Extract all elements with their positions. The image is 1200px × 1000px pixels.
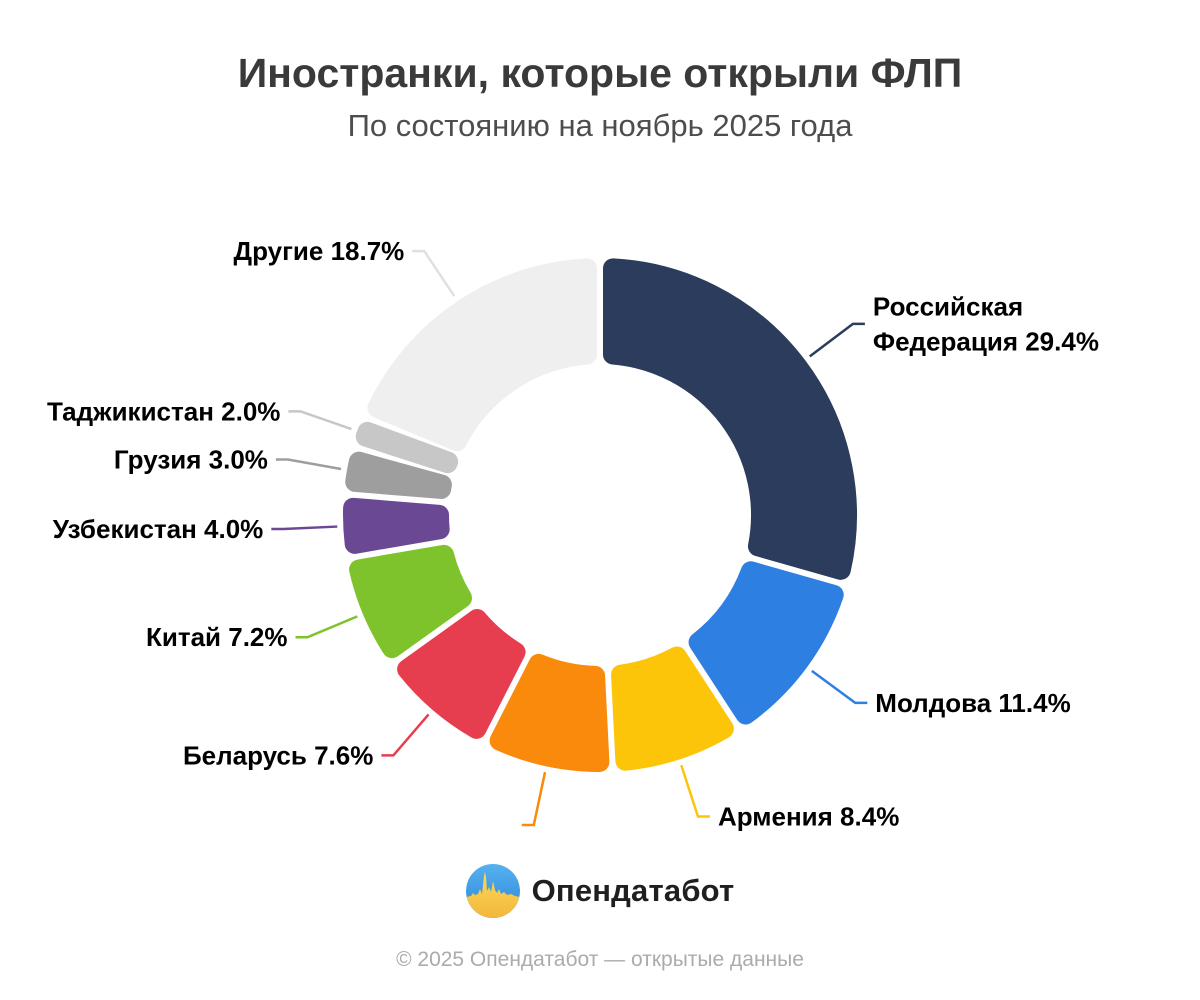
slice-label-armenia: Армения 8.4% (718, 801, 899, 831)
donut-slice-armenia (611, 646, 734, 771)
slice-label-belarus: Беларусь 7.6% (183, 740, 373, 770)
slice-label-china: Китай 7.2% (146, 622, 288, 652)
page-title: Иностранки, которые открыли ФЛП (237, 50, 963, 96)
donut-slice-georgia (345, 451, 452, 499)
leader-line-others (412, 249, 456, 297)
donut-slice-moldova (688, 561, 844, 725)
leader-line-moldova (811, 669, 868, 705)
slice-label-moldova: Молдова 11.4% (875, 688, 1070, 718)
slice-label-russia: Российская Федерация 29.4% (873, 291, 1099, 356)
leader-line-uzbekistan (271, 525, 338, 531)
donut-slice-belarus (397, 609, 526, 739)
leader-line-tajikistan (288, 410, 352, 431)
opendatabot-logo-icon (465, 864, 520, 918)
slice-label-georgia: Грузия 3.0% (114, 445, 268, 475)
donut-slice-unlabeled (489, 653, 610, 772)
leader-line-armenia (680, 764, 710, 818)
donut-slice-uzbekistan (343, 497, 450, 554)
leader-line-china (295, 615, 358, 639)
donut-slice-others (367, 258, 598, 452)
brand-name: Опендатабот (531, 873, 735, 908)
leader-line-unlabeled (521, 771, 547, 827)
donut-chart: Российская Федерация 29.4% Молдова 11.4% Ар… (47, 236, 1099, 831)
page-subtitle: По состоянию на ноябрь 2025 года (347, 108, 853, 144)
leader-line-belarus (381, 713, 430, 757)
donut-slice-tajikistan (355, 421, 459, 474)
brand-logo: Опендатабот (0, 864, 1200, 918)
leader-line-russia (809, 322, 865, 358)
header: Иностранки, которые открыли ФЛП По состо… (0, 50, 1200, 143)
slice-label-others: Другие 18.7% (234, 236, 405, 266)
footer-copyright: © 2025 Опендатабот — открытые данные (396, 948, 804, 971)
slice-label-tajikistan: Таджикистан 2.0% (47, 396, 280, 426)
slice-label-uzbekistan: Узбекистан 4.0% (53, 514, 264, 544)
donut-slice-china (349, 544, 473, 659)
donut-slice-russia (602, 258, 857, 580)
leader-line-georgia (275, 458, 342, 471)
